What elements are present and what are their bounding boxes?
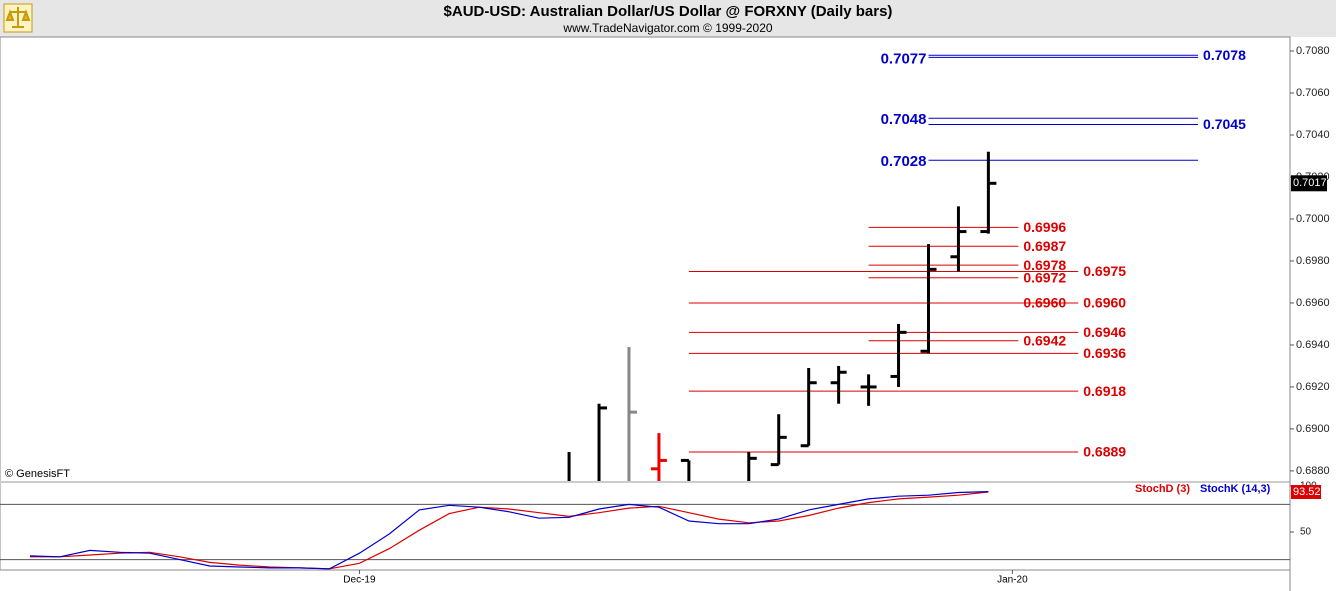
level-label: 0.6960 [1083,295,1126,311]
last-price-label: 0.7017 [1293,177,1327,189]
y-tick-label: 0.7060 [1296,87,1330,99]
ohlc-bar [747,452,757,481]
watermark: © GenesisFT [5,468,70,480]
level-label: 0.6978 [1023,257,1066,273]
overlay: 0.6880 0.6900 0.6920 0.6940 0.6960 0.6980 0.70… [343,45,1329,586]
ohlc-bar [800,368,817,448]
level-label: 0.7028 [881,153,927,170]
ohlc-bar [597,403,608,481]
last-value-label: 93.52 [1293,486,1321,498]
y-tick-label: 0.7040 [1296,129,1330,141]
level-label: 0.6960 [1023,295,1066,311]
ohlc-bar [890,323,907,387]
legend-entry: StochD (3) [1135,483,1190,495]
ohlc-bar [950,206,967,272]
ohlc-bar [920,244,937,354]
ohlc-bar [860,374,877,406]
level-label: 0.6946 [1083,324,1126,340]
stoch-line [29,491,989,570]
y-tick-label: 0.6940 [1296,339,1330,351]
y-tick-label: 0.6900 [1296,423,1330,435]
level-label: 0.6936 [1083,345,1126,361]
last-price-box [1291,175,1327,192]
level-label: 0.6996 [1023,219,1066,235]
ohlc-bar [830,365,847,404]
price-panel [567,54,1199,481]
level-label: 0.7048 [881,111,927,128]
x-tick-label: Dec-19 [343,575,376,586]
level-label: 0.7077 [881,50,927,67]
level-label: 0.6972 [1023,269,1066,285]
panel-separator [0,481,1290,483]
level-label: 0.6987 [1023,238,1066,254]
last-value-box [1291,484,1321,499]
level-label: 0.6942 [1023,332,1066,348]
y-tick-label: 0.7000 [1296,213,1330,225]
ohlc-bar [650,433,667,481]
y-tick-label: 0.6920 [1296,381,1330,393]
ohlc-bar [770,414,787,467]
chart-title: $AUD-USD: Australian Dollar/US Dollar @ … [444,3,893,20]
stoch-line [30,491,989,570]
ohlc-bar [680,458,691,481]
level-label: 0.7045 [1203,116,1246,132]
ohlc-bar [627,347,637,481]
y-tick-label: 0.7080 [1296,45,1330,57]
ohlc-bar [980,151,997,234]
y-tick-label: 50 [1300,527,1312,538]
logo [3,3,33,33]
header-band [0,0,1336,37]
level-label: 0.6975 [1083,263,1126,279]
y-tick-label: 0.6980 [1296,255,1330,267]
chart-subtitle: www.TradeNavigator.com © 1999-2020 [562,21,772,35]
stochastic-panel [0,491,1290,570]
level-label: 0.7078 [1203,47,1246,63]
level-label: 0.6889 [1083,444,1126,460]
level-label: 0.6918 [1083,383,1126,399]
y-tick-label: 0.6880 [1296,465,1330,477]
x-tick-label: Jan-20 [997,575,1028,586]
legend-entry: StochK (14,3) [1200,483,1271,495]
y-tick-label: 0.6960 [1296,297,1330,309]
